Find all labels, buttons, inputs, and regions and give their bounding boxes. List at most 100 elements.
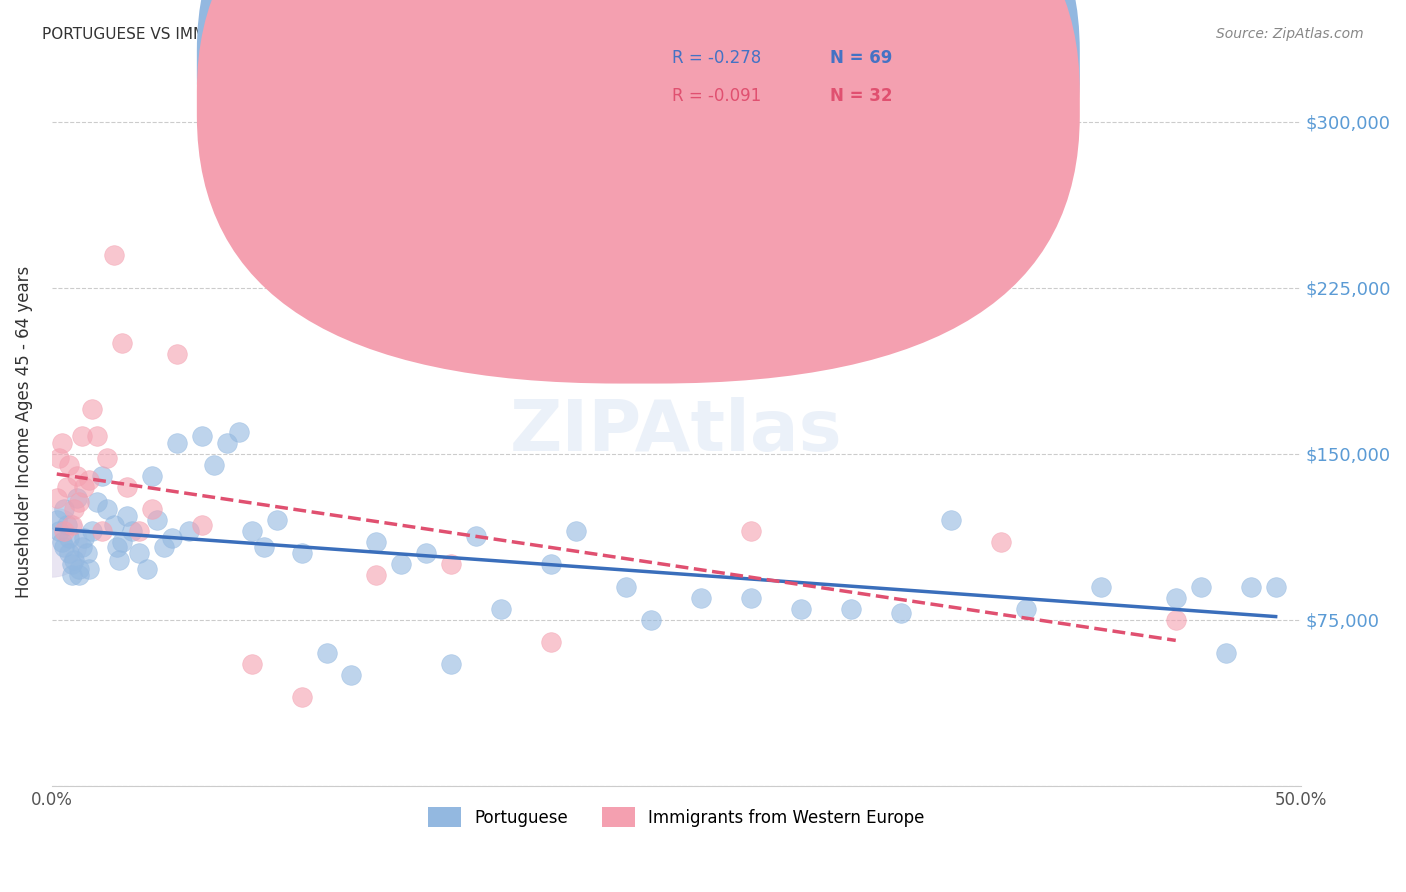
Point [121, 524, 143, 539]
Point [96, 502, 118, 516]
Point [67, 495, 90, 509]
Point [103, 517, 125, 532]
Point [67, 568, 90, 582]
Text: ZIPAtlas: ZIPAtlas [510, 397, 842, 467]
Point [340, 668, 363, 682]
Point [55, 517, 77, 532]
Point [179, 524, 201, 539]
Point [1240, 580, 1263, 594]
Point [103, 247, 125, 261]
Point [70, 429, 93, 443]
Point [80, 524, 103, 539]
Point [614, 580, 637, 594]
Point [153, 540, 176, 554]
Point [315, 646, 337, 660]
Point [228, 425, 250, 439]
Point [890, 606, 912, 620]
Point [190, 517, 212, 532]
Point [740, 591, 762, 605]
Point [51, 535, 73, 549]
Point [640, 613, 662, 627]
Point [76, 546, 98, 560]
Point [290, 690, 312, 705]
Point [839, 601, 862, 615]
Point [73, 531, 96, 545]
Point [96, 451, 118, 466]
Point [266, 513, 288, 527]
Point [166, 435, 188, 450]
Point [1015, 601, 1038, 615]
Point [58, 531, 80, 545]
Point [1090, 580, 1112, 594]
Point [45, 491, 67, 505]
Point [290, 546, 312, 560]
Point [60, 517, 83, 532]
Point [939, 513, 962, 527]
Point [240, 524, 263, 539]
Point [1264, 580, 1286, 594]
Point [67, 562, 90, 576]
Point [70, 540, 93, 554]
Point [1189, 580, 1212, 594]
Point [90, 469, 112, 483]
Point [58, 546, 80, 560]
Point [48, 451, 70, 466]
Point [565, 524, 588, 539]
Point [63, 502, 86, 516]
Point [491, 601, 513, 615]
Point [540, 558, 562, 572]
Point [53, 524, 76, 539]
Point [1164, 591, 1187, 605]
Point [990, 535, 1012, 549]
Point [60, 568, 83, 582]
Point [1164, 613, 1187, 627]
Text: R = -0.278: R = -0.278 [672, 49, 761, 67]
Point [128, 524, 150, 539]
Point [790, 601, 813, 615]
Point [45, 513, 67, 527]
Point [440, 657, 463, 671]
Text: Source: ZipAtlas.com: Source: ZipAtlas.com [1216, 27, 1364, 41]
Y-axis label: Householder Income Ages 45 - 64 years: Householder Income Ages 45 - 64 years [15, 266, 32, 598]
Point [115, 508, 138, 523]
Point [415, 546, 437, 560]
Point [111, 336, 134, 351]
Point [51, 435, 73, 450]
Point [160, 531, 183, 545]
Point [135, 562, 157, 576]
Text: N = 69: N = 69 [830, 49, 891, 67]
Point [215, 435, 238, 450]
Point [145, 513, 167, 527]
Point [66, 491, 89, 505]
Point [41, 535, 63, 549]
Point [166, 347, 188, 361]
Point [253, 540, 276, 554]
Point [77, 473, 100, 487]
Point [105, 540, 128, 554]
Point [141, 502, 163, 516]
Point [111, 535, 134, 549]
Point [53, 502, 76, 516]
Point [1215, 646, 1237, 660]
Point [86, 495, 108, 509]
Text: N = 32: N = 32 [830, 87, 891, 105]
Point [141, 469, 163, 483]
Point [366, 535, 388, 549]
Point [115, 480, 138, 494]
Point [90, 524, 112, 539]
Point [58, 458, 80, 472]
Text: R = -0.091: R = -0.091 [672, 87, 761, 105]
Point [55, 480, 77, 494]
Point [60, 558, 83, 572]
Point [128, 546, 150, 560]
Point [190, 429, 212, 443]
Point [108, 553, 131, 567]
Point [63, 553, 86, 567]
Point [366, 568, 388, 582]
Point [48, 524, 70, 539]
Point [740, 524, 762, 539]
Point [53, 540, 76, 554]
Point [80, 402, 103, 417]
Point [66, 469, 89, 483]
Point [465, 529, 488, 543]
